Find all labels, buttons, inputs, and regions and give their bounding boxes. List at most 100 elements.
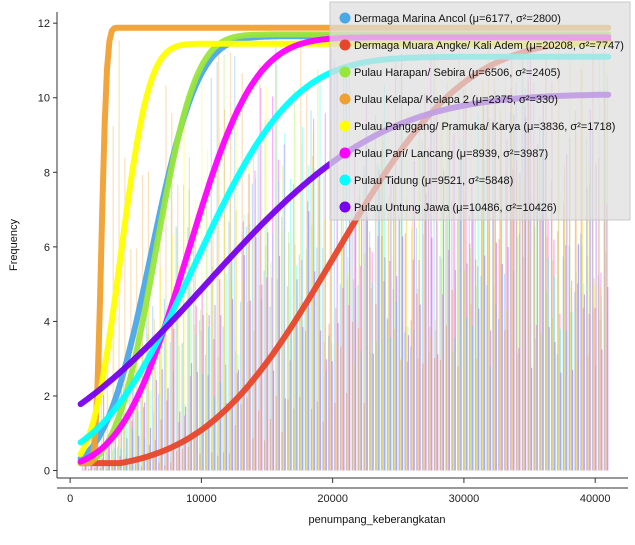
histogram-bar (335, 307, 337, 471)
histogram-bar (193, 237, 195, 471)
histogram-bar (509, 112, 511, 471)
histogram-bar (474, 218, 476, 471)
histogram-bar (235, 350, 237, 471)
histogram-bar (571, 280, 573, 471)
histogram-bar (205, 432, 207, 471)
histogram-bar (254, 178, 257, 471)
histogram-bar (164, 465, 166, 471)
histogram-bar (360, 351, 362, 471)
histogram-bar (523, 256, 525, 471)
histogram-bar (564, 162, 566, 471)
histogram-bar (294, 114, 297, 471)
histogram-bar (289, 291, 291, 471)
histogram-bar (494, 241, 496, 471)
histogram-bar (457, 219, 459, 471)
histogram-bar (169, 342, 171, 471)
histogram-bar (302, 326, 304, 471)
histogram-bar (589, 109, 591, 471)
histogram-bar (289, 360, 291, 471)
legend-entry: Pulau Panggang/ Pramuka/ Karya (μ=3836, … (354, 121, 615, 133)
histogram-bar (528, 98, 530, 471)
histogram-bar (427, 151, 429, 471)
histogram-bar (582, 308, 584, 471)
histogram-bar (516, 159, 518, 471)
histogram-bar (569, 312, 572, 471)
histogram-bar (446, 216, 448, 471)
histogram-bar (306, 89, 308, 471)
histogram-bar (283, 229, 285, 471)
histogram-bar (599, 319, 601, 471)
histogram-bar (423, 118, 426, 471)
histogram-bar (155, 379, 157, 471)
histogram-bar (517, 353, 519, 471)
histogram-bar (536, 143, 539, 471)
histogram-bar (316, 247, 318, 471)
histogram-bar (365, 103, 367, 471)
histogram-bar (166, 400, 168, 471)
histogram-bar (88, 468, 90, 471)
histogram-bar (149, 390, 151, 471)
histogram-bar (593, 284, 596, 471)
histogram-bar (378, 170, 380, 471)
histogram-bar (490, 330, 492, 471)
histogram-bar (580, 69, 582, 471)
histogram-bar (500, 119, 502, 471)
histogram-bar (605, 60, 607, 471)
histogram-bar (231, 261, 233, 471)
legend-entry: Pulau Harapan/ Sebira (μ=6506, σ²=2405) (354, 67, 560, 79)
histogram-bar (128, 389, 130, 471)
histogram-bar (363, 165, 365, 471)
histogram-bar (424, 116, 427, 471)
histogram-bar (499, 110, 501, 471)
histogram-bar (388, 196, 390, 471)
histogram-bar (371, 261, 373, 471)
histogram-bar (361, 208, 363, 471)
histogram-bar (563, 204, 565, 471)
histogram-bar (506, 139, 508, 471)
histogram-bar (475, 285, 477, 471)
histogram-bar (599, 286, 601, 471)
histogram-bar (295, 265, 298, 471)
histogram-bar (604, 94, 606, 471)
histogram-bar (196, 371, 198, 471)
histogram-bar (515, 82, 517, 471)
histogram-bar (445, 325, 447, 471)
histogram-bar (153, 318, 155, 471)
histogram-bar (418, 139, 420, 471)
histogram-bar (581, 246, 583, 471)
histogram-bar (423, 154, 425, 471)
histogram-bar (364, 170, 366, 471)
histogram-bar (539, 219, 541, 471)
histogram-bar (160, 267, 162, 471)
histogram-bar (510, 51, 512, 471)
histogram-bar (111, 464, 113, 471)
histogram-bar (183, 184, 185, 471)
histogram-bar (395, 302, 397, 471)
histogram-bar (337, 179, 339, 471)
histogram-bar (495, 242, 497, 471)
histogram-bar (568, 138, 571, 471)
histogram-bar (535, 325, 537, 471)
histogram-bar (255, 236, 257, 471)
histogram-bar (523, 174, 525, 471)
histogram-bar (167, 388, 169, 471)
histogram-bar (334, 403, 336, 471)
histogram-bar (187, 446, 189, 471)
histogram-bar (260, 88, 262, 471)
histogram-bar (202, 373, 204, 471)
histogram-bar (288, 232, 290, 471)
histogram-bar (342, 74, 345, 471)
histogram-bar (258, 410, 260, 471)
histogram-bar (606, 203, 608, 471)
histogram-bar (276, 278, 278, 471)
histogram-bar (331, 361, 333, 471)
histogram-bar (587, 256, 589, 471)
histogram-bar (548, 258, 550, 471)
legend-entry: Pulau Kelapa/ Kelapa 2 (μ=2375, σ²=330) (354, 94, 558, 106)
histogram-bar (355, 202, 357, 471)
histogram-bar (298, 254, 300, 471)
histogram-bar (443, 169, 445, 471)
histogram-bar (493, 286, 495, 471)
histogram-bar (435, 54, 437, 471)
